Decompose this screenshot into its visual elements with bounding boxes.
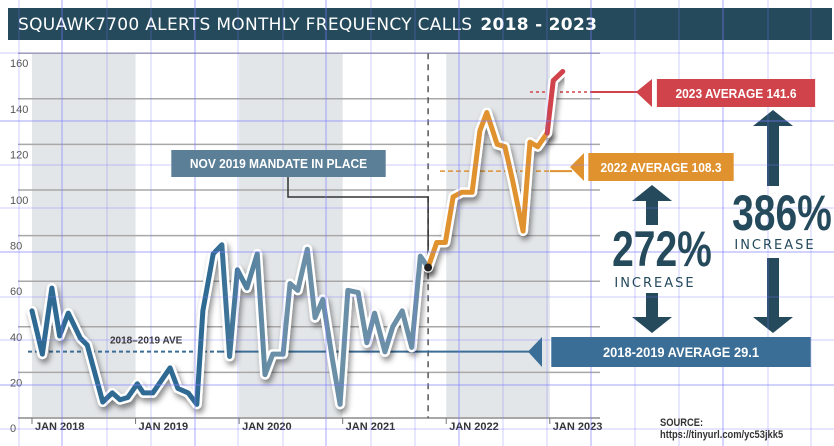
arrow-up-386-icon xyxy=(753,110,793,186)
mandate-connector xyxy=(287,177,429,268)
y-tick-label: 0 xyxy=(10,423,16,435)
increase-272-label: INCREASE xyxy=(614,276,696,291)
x-tick-label: JAN 2022 xyxy=(449,421,499,433)
y-tick-label: 140 xyxy=(10,104,28,116)
avg-2023-label: 2023 AVERAGE 141.6 xyxy=(675,85,797,101)
avg-2022-label: 2022 AVERAGE 108.3 xyxy=(600,159,722,175)
avg-2018-2019-pointer xyxy=(528,337,542,367)
avg-2018-2019-callout: 2018-2019 AVERAGE 29.1 xyxy=(551,337,811,367)
series-line-2023 xyxy=(544,68,566,136)
y-tick-label: 120 xyxy=(10,149,28,161)
y-tick-label: 160 xyxy=(10,58,28,70)
mandate-label: NOV 2019 MANDATE IN PLACE xyxy=(189,156,368,171)
small-avg-label: 2018–2019 AVE xyxy=(110,336,183,347)
x-tick-label: JAN 2020 xyxy=(242,421,292,433)
series-line-2022 xyxy=(425,109,550,271)
series-line-2018-2021 xyxy=(29,242,431,407)
source-note: SOURCE: https://tinyurl.com/yc53jkk5 xyxy=(660,417,784,441)
arrow-up-272-icon xyxy=(632,185,672,225)
mandate-callout: NOV 2019 MANDATE IN PLACE xyxy=(171,150,386,177)
y-tick-label: 20 xyxy=(10,377,22,389)
x-tick-label: JAN 2021 xyxy=(346,421,396,433)
increase-386-value: 386% xyxy=(732,185,832,241)
increase-386-label: INCREASE xyxy=(734,238,816,253)
avg-2023-callout: 2023 AVERAGE 141.6 xyxy=(656,79,816,107)
x-tick-label: JAN 2018 xyxy=(35,421,85,433)
y-tick-label: 100 xyxy=(10,195,28,207)
arrow-down-272-icon xyxy=(632,293,672,333)
avg-2022-pointer xyxy=(570,153,584,181)
mandate-dot xyxy=(424,263,433,272)
y-tick-label: 40 xyxy=(10,332,22,344)
avg-2022-callout: 2022 AVERAGE 108.3 xyxy=(588,153,734,181)
y-tick-label: 60 xyxy=(10,286,22,298)
increase-272-value: 272% xyxy=(612,221,712,277)
x-tick-label: JAN 2023 xyxy=(553,421,603,433)
x-tick-label: JAN 2019 xyxy=(139,421,189,433)
avg-2018-2019-label: 2018-2019 AVERAGE 29.1 xyxy=(602,344,760,360)
chart-title: SQUAWK7700 ALERTS MONTHLY FREQUENCY CALL… xyxy=(8,8,832,40)
avg-2023-pointer xyxy=(636,79,652,107)
title-years: 2018 - 2023 xyxy=(480,15,598,35)
y-tick-label: 80 xyxy=(10,241,22,253)
title-text: SQUAWK7700 ALERTS MONTHLY FREQUENCY CALL… xyxy=(18,15,473,35)
arrow-down-386-icon xyxy=(753,258,793,333)
